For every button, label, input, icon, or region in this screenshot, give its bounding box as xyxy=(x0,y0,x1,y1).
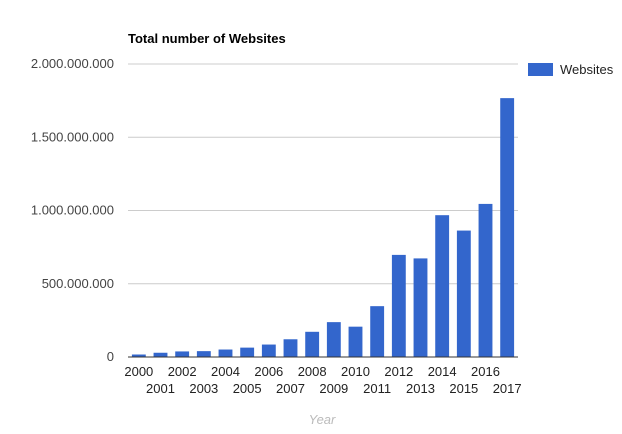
x-axis: 2000 2001 2002 2003 2004 2005 2006 2007 2008 2009… xyxy=(124,364,521,396)
y-axis: 0 500.000.000 1.000.000.000 1.500.000.000 2.… xyxy=(31,56,114,364)
x-tick-label: 2016 xyxy=(471,364,500,379)
bar-2011[interactable] xyxy=(370,306,385,357)
y-tick-label: 1.000.000.000 xyxy=(31,203,114,218)
x-tick-label: 2000 xyxy=(124,364,153,379)
bar-2017[interactable] xyxy=(500,98,515,358)
x-tick-label: 2012 xyxy=(384,364,413,379)
legend-label: Websites xyxy=(560,62,614,77)
x-axis-label: Year xyxy=(309,412,336,427)
chart-title: Total number of Websites xyxy=(128,31,286,46)
x-tick-label: 2005 xyxy=(233,381,262,396)
legend[interactable]: Websites xyxy=(528,62,614,77)
y-tick-label: 2.000.000.000 xyxy=(31,56,114,71)
x-tick-label: 2009 xyxy=(319,381,348,396)
bar-2015[interactable] xyxy=(456,230,471,357)
bar-2005[interactable] xyxy=(240,347,255,357)
x-tick-label: 2008 xyxy=(298,364,327,379)
x-tick-label: 2004 xyxy=(211,364,240,379)
bar-2004[interactable] xyxy=(218,349,233,357)
x-tick-label: 2011 xyxy=(363,381,391,396)
x-tick-label: 2010 xyxy=(341,364,370,379)
bar-2009[interactable] xyxy=(326,322,341,357)
bar-2016[interactable] xyxy=(478,203,493,357)
x-tick-label: 2014 xyxy=(428,364,457,379)
bar-2013[interactable] xyxy=(413,258,428,357)
x-tick-label: 2003 xyxy=(189,381,218,396)
gridlines xyxy=(128,63,518,285)
bar-2003[interactable] xyxy=(196,351,211,357)
bars xyxy=(128,98,518,358)
x-tick-label: 2001 xyxy=(146,381,175,396)
bar-2002[interactable] xyxy=(175,351,190,357)
x-tick-label: 2017 xyxy=(493,381,522,396)
bar-2001[interactable] xyxy=(153,352,168,357)
bar-2007[interactable] xyxy=(283,339,298,357)
x-tick-label: 2015 xyxy=(449,381,478,396)
legend-swatch xyxy=(528,63,553,76)
bar-2014[interactable] xyxy=(435,215,450,357)
x-tick-label: 2007 xyxy=(276,381,305,396)
y-tick-label: 1.500.000.000 xyxy=(31,129,114,144)
x-tick-label: 2013 xyxy=(406,381,435,396)
bar-2000[interactable] xyxy=(131,354,146,357)
bar-2010[interactable] xyxy=(348,326,363,357)
x-tick-label: 2006 xyxy=(254,364,283,379)
bar-2012[interactable] xyxy=(391,254,406,357)
y-tick-label: 0 xyxy=(107,349,114,364)
y-tick-label: 500.000.000 xyxy=(42,276,114,291)
bar-2006[interactable] xyxy=(261,344,276,357)
x-tick-label: 2002 xyxy=(168,364,197,379)
bar-2008[interactable] xyxy=(305,331,320,357)
